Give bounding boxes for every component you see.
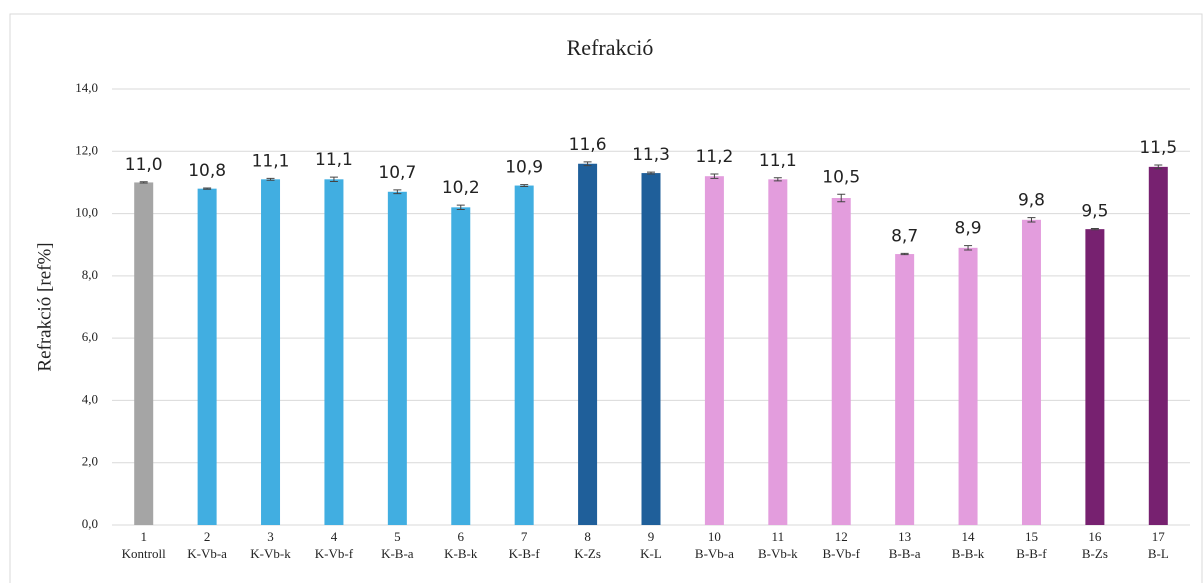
y-tick-label: 0,0: [82, 516, 98, 531]
data-label: 8,7: [891, 226, 918, 246]
x-tick-label: 9: [648, 529, 655, 544]
error-bar: [329, 176, 338, 182]
error-bar: [964, 245, 973, 251]
x-tick-label: B-B-a: [889, 546, 921, 561]
error-bar: [837, 193, 846, 203]
x-tick-label: B-Vb-k: [758, 546, 798, 561]
y-tick-label: 14,0: [75, 80, 98, 95]
y-tick-label: 2,0: [82, 454, 98, 469]
bar: [387, 191, 407, 525]
error-bar: [393, 189, 402, 195]
x-tick-label: 17: [1152, 529, 1166, 544]
x-tick-label: Kontroll: [122, 546, 166, 561]
x-tick-label: K-Vb-a: [187, 546, 227, 561]
bar: [958, 247, 978, 526]
error-bar: [710, 173, 719, 179]
error-bar: [900, 252, 909, 256]
bar: [514, 185, 534, 526]
data-label: 10,9: [505, 158, 543, 178]
data-label: 10,5: [822, 167, 860, 187]
bar: [895, 254, 915, 526]
x-tick-label: B-L: [1148, 546, 1169, 561]
bar: [1085, 229, 1105, 525]
x-tick-label: 6: [458, 529, 465, 544]
data-label: 9,8: [1018, 191, 1045, 211]
bar: [197, 188, 217, 525]
x-tick-label: 13: [898, 529, 911, 544]
bar: [261, 179, 281, 526]
error-bar: [139, 181, 148, 184]
x-tick-label: B-Vb-a: [695, 546, 734, 561]
x-tick-label: 2: [204, 529, 211, 544]
y-tick-label: 12,0: [75, 142, 98, 157]
y-tick-label: 6,0: [82, 329, 98, 344]
data-label: 11,0: [125, 155, 163, 175]
x-tick-label: K-Vb-f: [315, 546, 354, 561]
bar: [641, 173, 661, 526]
x-tick-label: B-Zs: [1082, 546, 1108, 561]
x-tick-label: 10: [708, 529, 721, 544]
error-bar: [203, 187, 212, 190]
x-tick-label: K-Zs: [574, 546, 601, 561]
x-tick-label: 5: [394, 529, 401, 544]
y-axis-label: Refrakció [ref%]: [34, 242, 55, 371]
data-label: 10,8: [188, 161, 226, 181]
error-bar: [1027, 217, 1036, 223]
error-bar: [773, 177, 782, 182]
chart-frame: [9, 13, 1203, 583]
bar: [1021, 219, 1041, 526]
data-label: 8,9: [955, 219, 982, 239]
x-tick-label: K-L: [640, 546, 662, 561]
data-label: 11,1: [759, 151, 797, 171]
x-tick-label: 11: [772, 529, 785, 544]
x-tick-label: 7: [521, 529, 528, 544]
error-bar: [647, 171, 655, 175]
x-tick-label: K-B-k: [444, 546, 478, 561]
bar: [1148, 166, 1168, 525]
y-tick-label: 4,0: [82, 391, 98, 406]
x-tick-label: K-B-f: [509, 546, 541, 561]
data-label: 11,3: [632, 145, 670, 165]
bar: [578, 163, 598, 525]
data-label: 11,2: [695, 147, 733, 167]
x-tick-label: K-Vb-k: [250, 546, 291, 561]
error-bar: [583, 161, 592, 167]
data-label: 10,7: [378, 163, 416, 183]
y-tick-label: 10,0: [75, 205, 98, 220]
data-label: 10,2: [442, 178, 480, 198]
y-tick-label: 8,0: [82, 267, 98, 282]
x-tick-label: 3: [267, 529, 274, 544]
data-label: 11,5: [1139, 138, 1177, 158]
bar: [831, 198, 851, 525]
bar: [451, 207, 471, 526]
error-bar: [456, 204, 465, 211]
x-tick-label: K-B-a: [381, 546, 414, 561]
chart-title: Refrakció: [567, 35, 654, 60]
x-tick-label: 14: [962, 529, 976, 544]
data-label: 11,6: [569, 135, 607, 155]
x-tick-label: 8: [584, 529, 591, 544]
data-label: 9,5: [1081, 202, 1108, 222]
x-tick-label: 12: [835, 529, 848, 544]
bar: [768, 179, 788, 526]
error-bar: [1090, 228, 1099, 231]
error-bar: [520, 184, 529, 187]
x-tick-label: B-B-f: [1016, 546, 1047, 561]
x-tick-label: B-B-k: [952, 546, 985, 561]
error-bar: [1154, 164, 1163, 170]
bar: [324, 179, 344, 526]
data-label: 11,1: [315, 150, 353, 170]
bar: [134, 182, 154, 525]
x-tick-label: 1: [140, 529, 147, 544]
x-tick-label: 16: [1088, 529, 1102, 544]
x-tick-label: B-Vb-f: [822, 546, 860, 561]
x-tick-label: 4: [331, 529, 338, 544]
bar: [704, 176, 724, 525]
x-tick-label: 15: [1025, 529, 1038, 544]
error-bar: [266, 177, 275, 181]
data-label: 11,1: [252, 151, 290, 171]
